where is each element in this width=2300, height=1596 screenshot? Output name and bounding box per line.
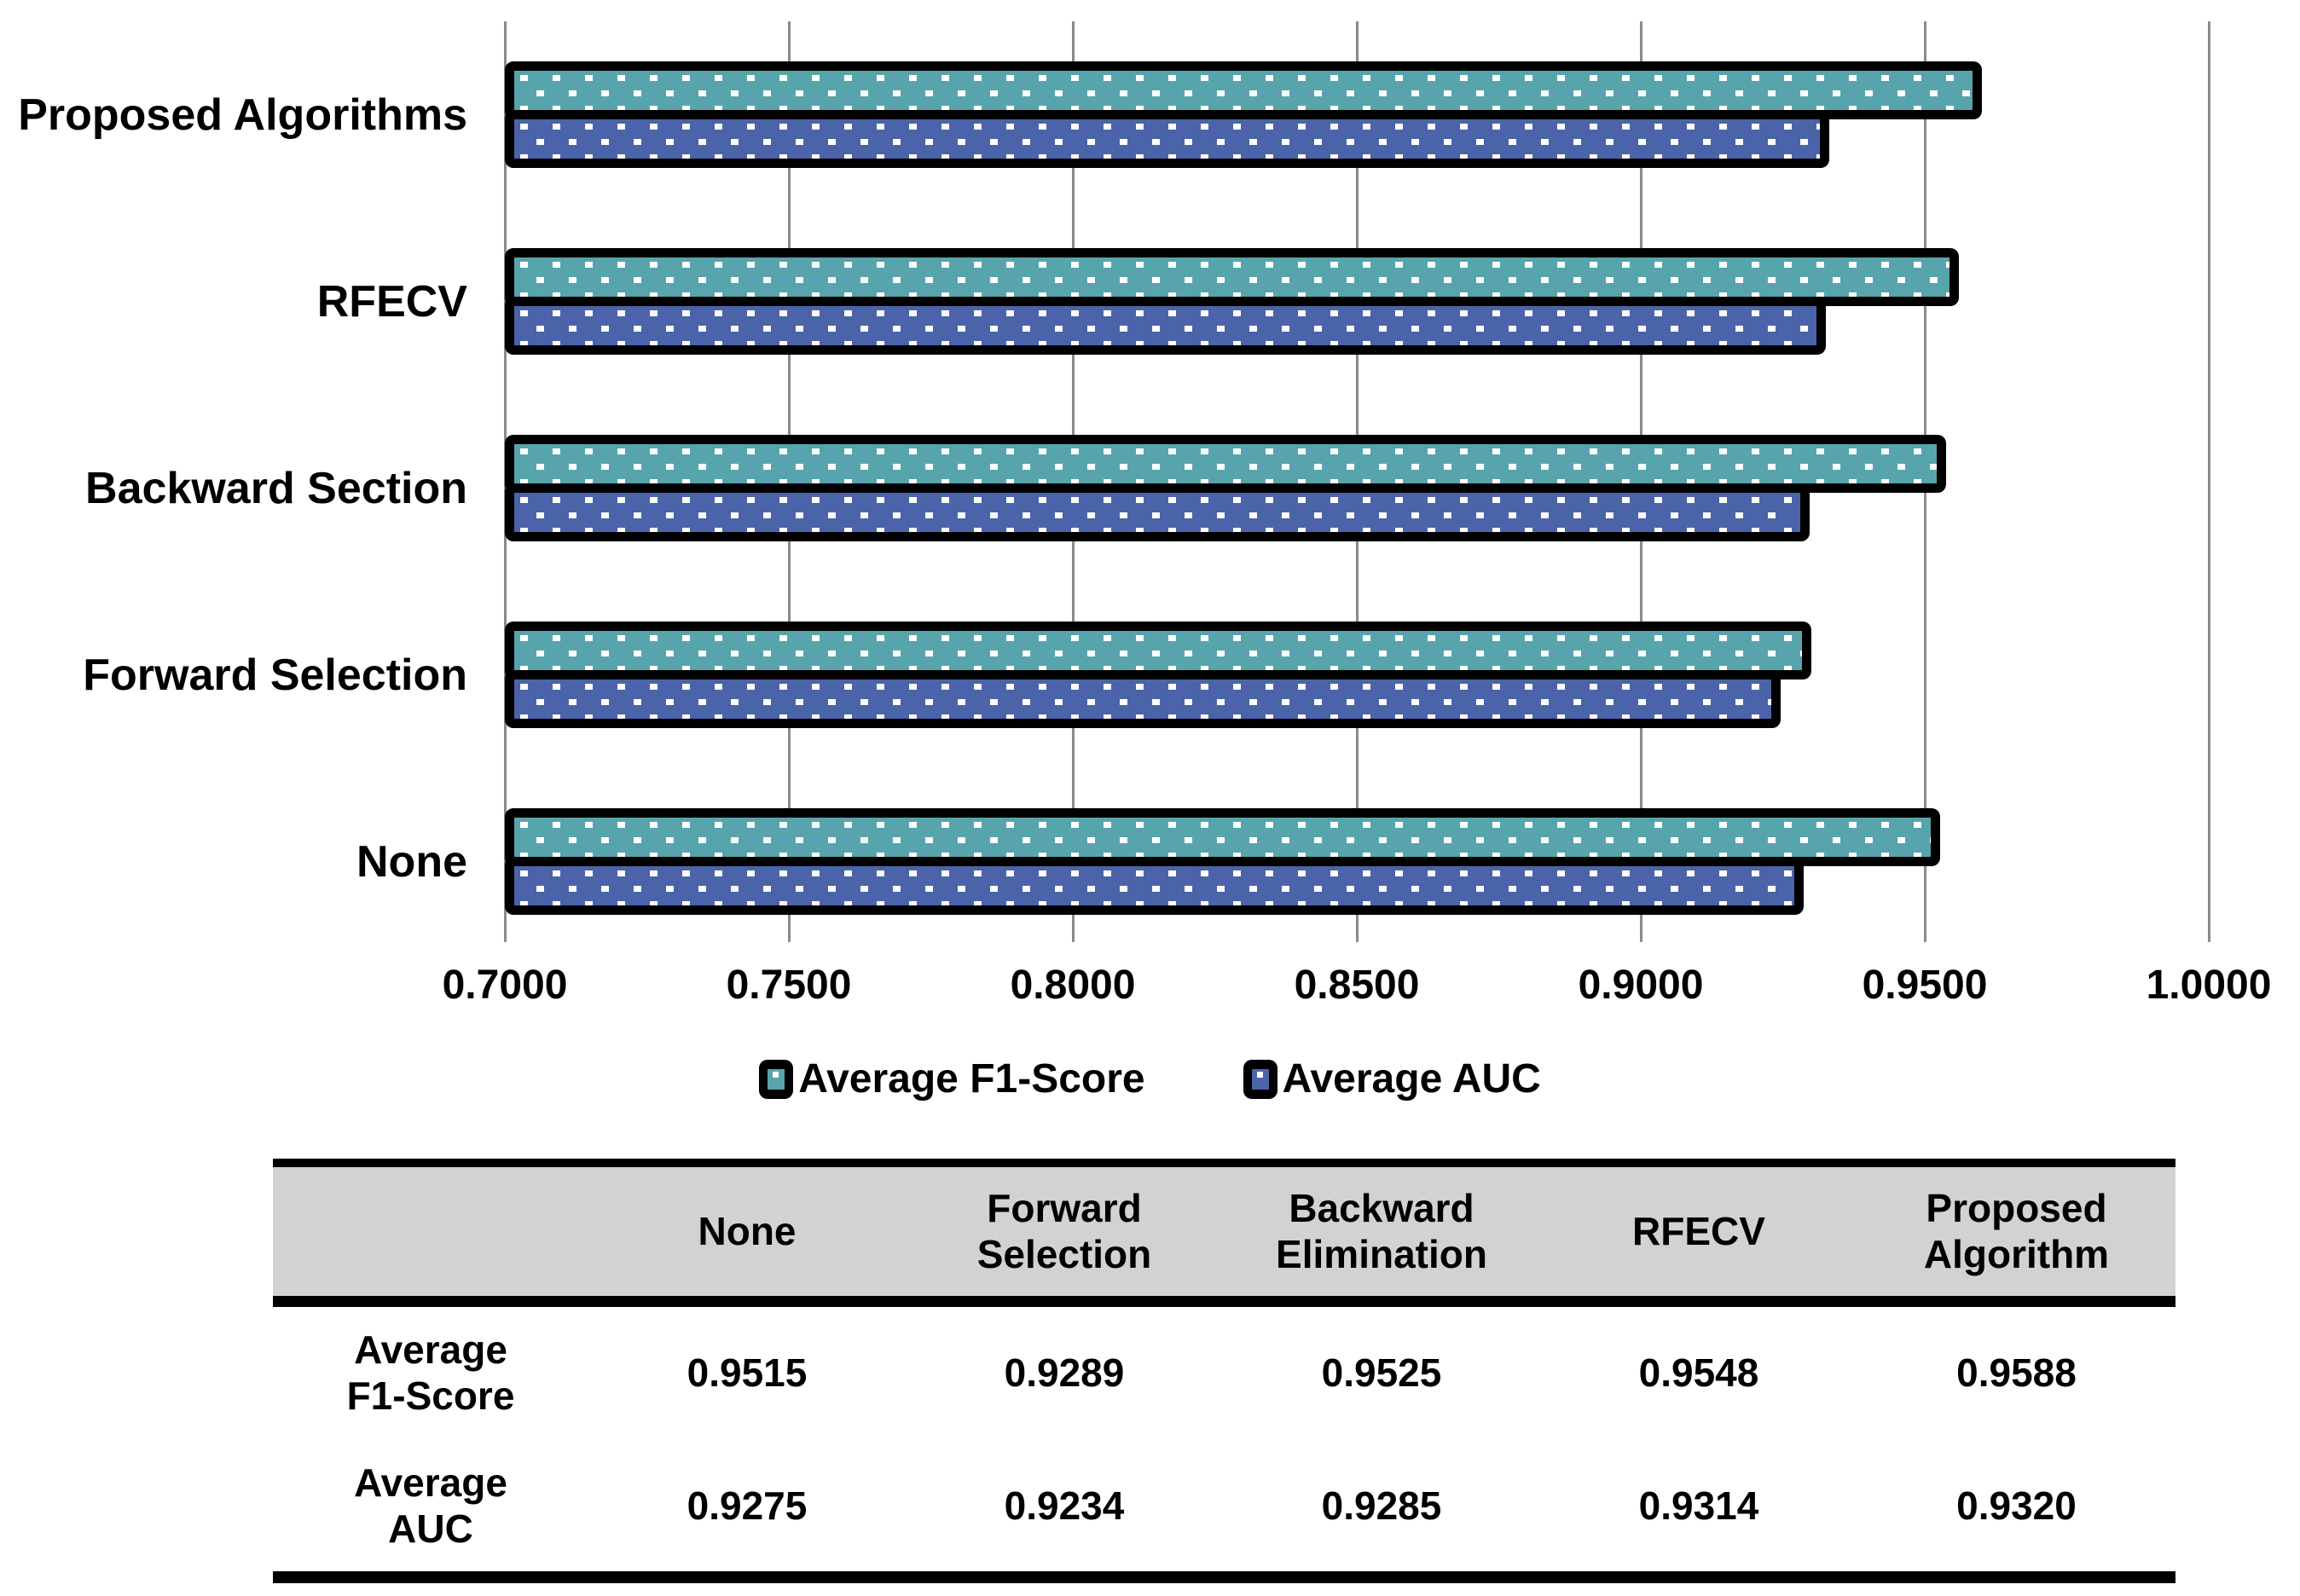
table-row: Average F1-Score 0.9515 0.9289 0.9525 0.9548…	[273, 1301, 2175, 1439]
category-label: Backward Section	[85, 464, 467, 513]
table-cell: 0.9525	[1321, 1350, 1442, 1396]
bar-average-auc	[505, 297, 1826, 355]
table-row: Average AUC 0.9275 0.9234 0.9285 0.9314 0.932…	[273, 1439, 2175, 1577]
legend-marker-dot	[1256, 1072, 1263, 1078]
legend-marker	[1243, 1060, 1277, 1099]
x-axis-tick-label: 0.7000	[442, 963, 568, 1008]
bar-average-auc	[505, 857, 1804, 915]
bar-average-auc	[505, 670, 1781, 728]
bar-average-auc	[505, 483, 1810, 541]
column-header: None	[698, 1209, 797, 1254]
table-cell: 0.9588	[1956, 1350, 2077, 1396]
table-cell: 0.9275	[687, 1483, 808, 1528]
category-label: RFECV	[316, 277, 467, 327]
legend-item: Average F1-Score	[759, 1055, 1145, 1103]
legend-marker-dot	[773, 1072, 779, 1078]
gridline	[2208, 21, 2210, 942]
bar-average-auc	[505, 110, 1829, 168]
table-cell: 0.9548	[1638, 1350, 1759, 1396]
category-label: None	[356, 837, 467, 887]
column-header: Forward Selection	[976, 1186, 1152, 1277]
table-cell: 0.9314	[1638, 1483, 1759, 1528]
table-cell: 0.9320	[1956, 1483, 2077, 1528]
category-label: Forward Selection	[83, 651, 467, 700]
table-cell: 0.9289	[1004, 1350, 1125, 1396]
x-axis-tick-label: 0.9500	[1862, 963, 1988, 1008]
table-cell: 0.9515	[687, 1350, 808, 1396]
row-header: Average F1-Score	[346, 1327, 515, 1419]
x-axis-tick-label: 0.7500	[726, 963, 852, 1008]
column-header: Backward Elimination	[1276, 1186, 1487, 1277]
column-header: Proposed Algorithm	[1923, 1186, 2110, 1277]
legend-label: Average AUC	[1282, 1056, 1541, 1102]
plot-area	[504, 21, 2210, 942]
legend-item: Average AUC	[1243, 1055, 1541, 1103]
legend-label: Average F1-Score	[798, 1056, 1145, 1102]
legend-marker-fill	[768, 1069, 785, 1090]
column-header: RFECV	[1632, 1209, 1765, 1254]
table-cell: 0.9234	[1004, 1483, 1125, 1528]
table-cell: 0.9285	[1321, 1483, 1442, 1528]
legend-marker	[759, 1060, 794, 1099]
results-table: None Forward Selection Backward Eliminatio…	[273, 1159, 2175, 1583]
x-axis-tick-label: 0.8500	[1294, 963, 1420, 1008]
table-header-row: None Forward Selection Backward Eliminatio…	[273, 1163, 2175, 1301]
legend: Average F1-Score Average AUC	[0, 1055, 2300, 1103]
column-header	[273, 1163, 588, 1301]
data-table: None Forward Selection Backward Eliminatio…	[273, 1159, 2175, 1583]
legend-marker-fill	[1251, 1069, 1269, 1090]
x-axis-tick-label: 0.9000	[1578, 963, 1704, 1008]
row-header: Average AUC	[354, 1460, 507, 1551]
category-label: Proposed Algorithms	[18, 90, 467, 140]
x-axis-tick-label: 1.0000	[2146, 963, 2272, 1008]
x-axis-tick-label: 0.8000	[1010, 963, 1136, 1008]
